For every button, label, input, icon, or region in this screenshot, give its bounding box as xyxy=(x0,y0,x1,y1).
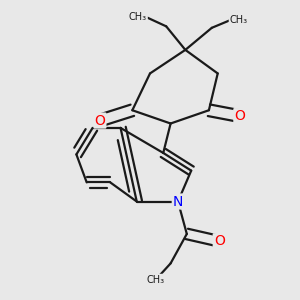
Text: CH₃: CH₃ xyxy=(147,274,165,285)
Text: N: N xyxy=(173,194,183,208)
Text: CH₃: CH₃ xyxy=(230,15,247,26)
Text: O: O xyxy=(94,114,105,128)
Text: CH₃: CH₃ xyxy=(129,13,147,22)
Text: O: O xyxy=(234,109,245,123)
Text: O: O xyxy=(214,234,225,248)
